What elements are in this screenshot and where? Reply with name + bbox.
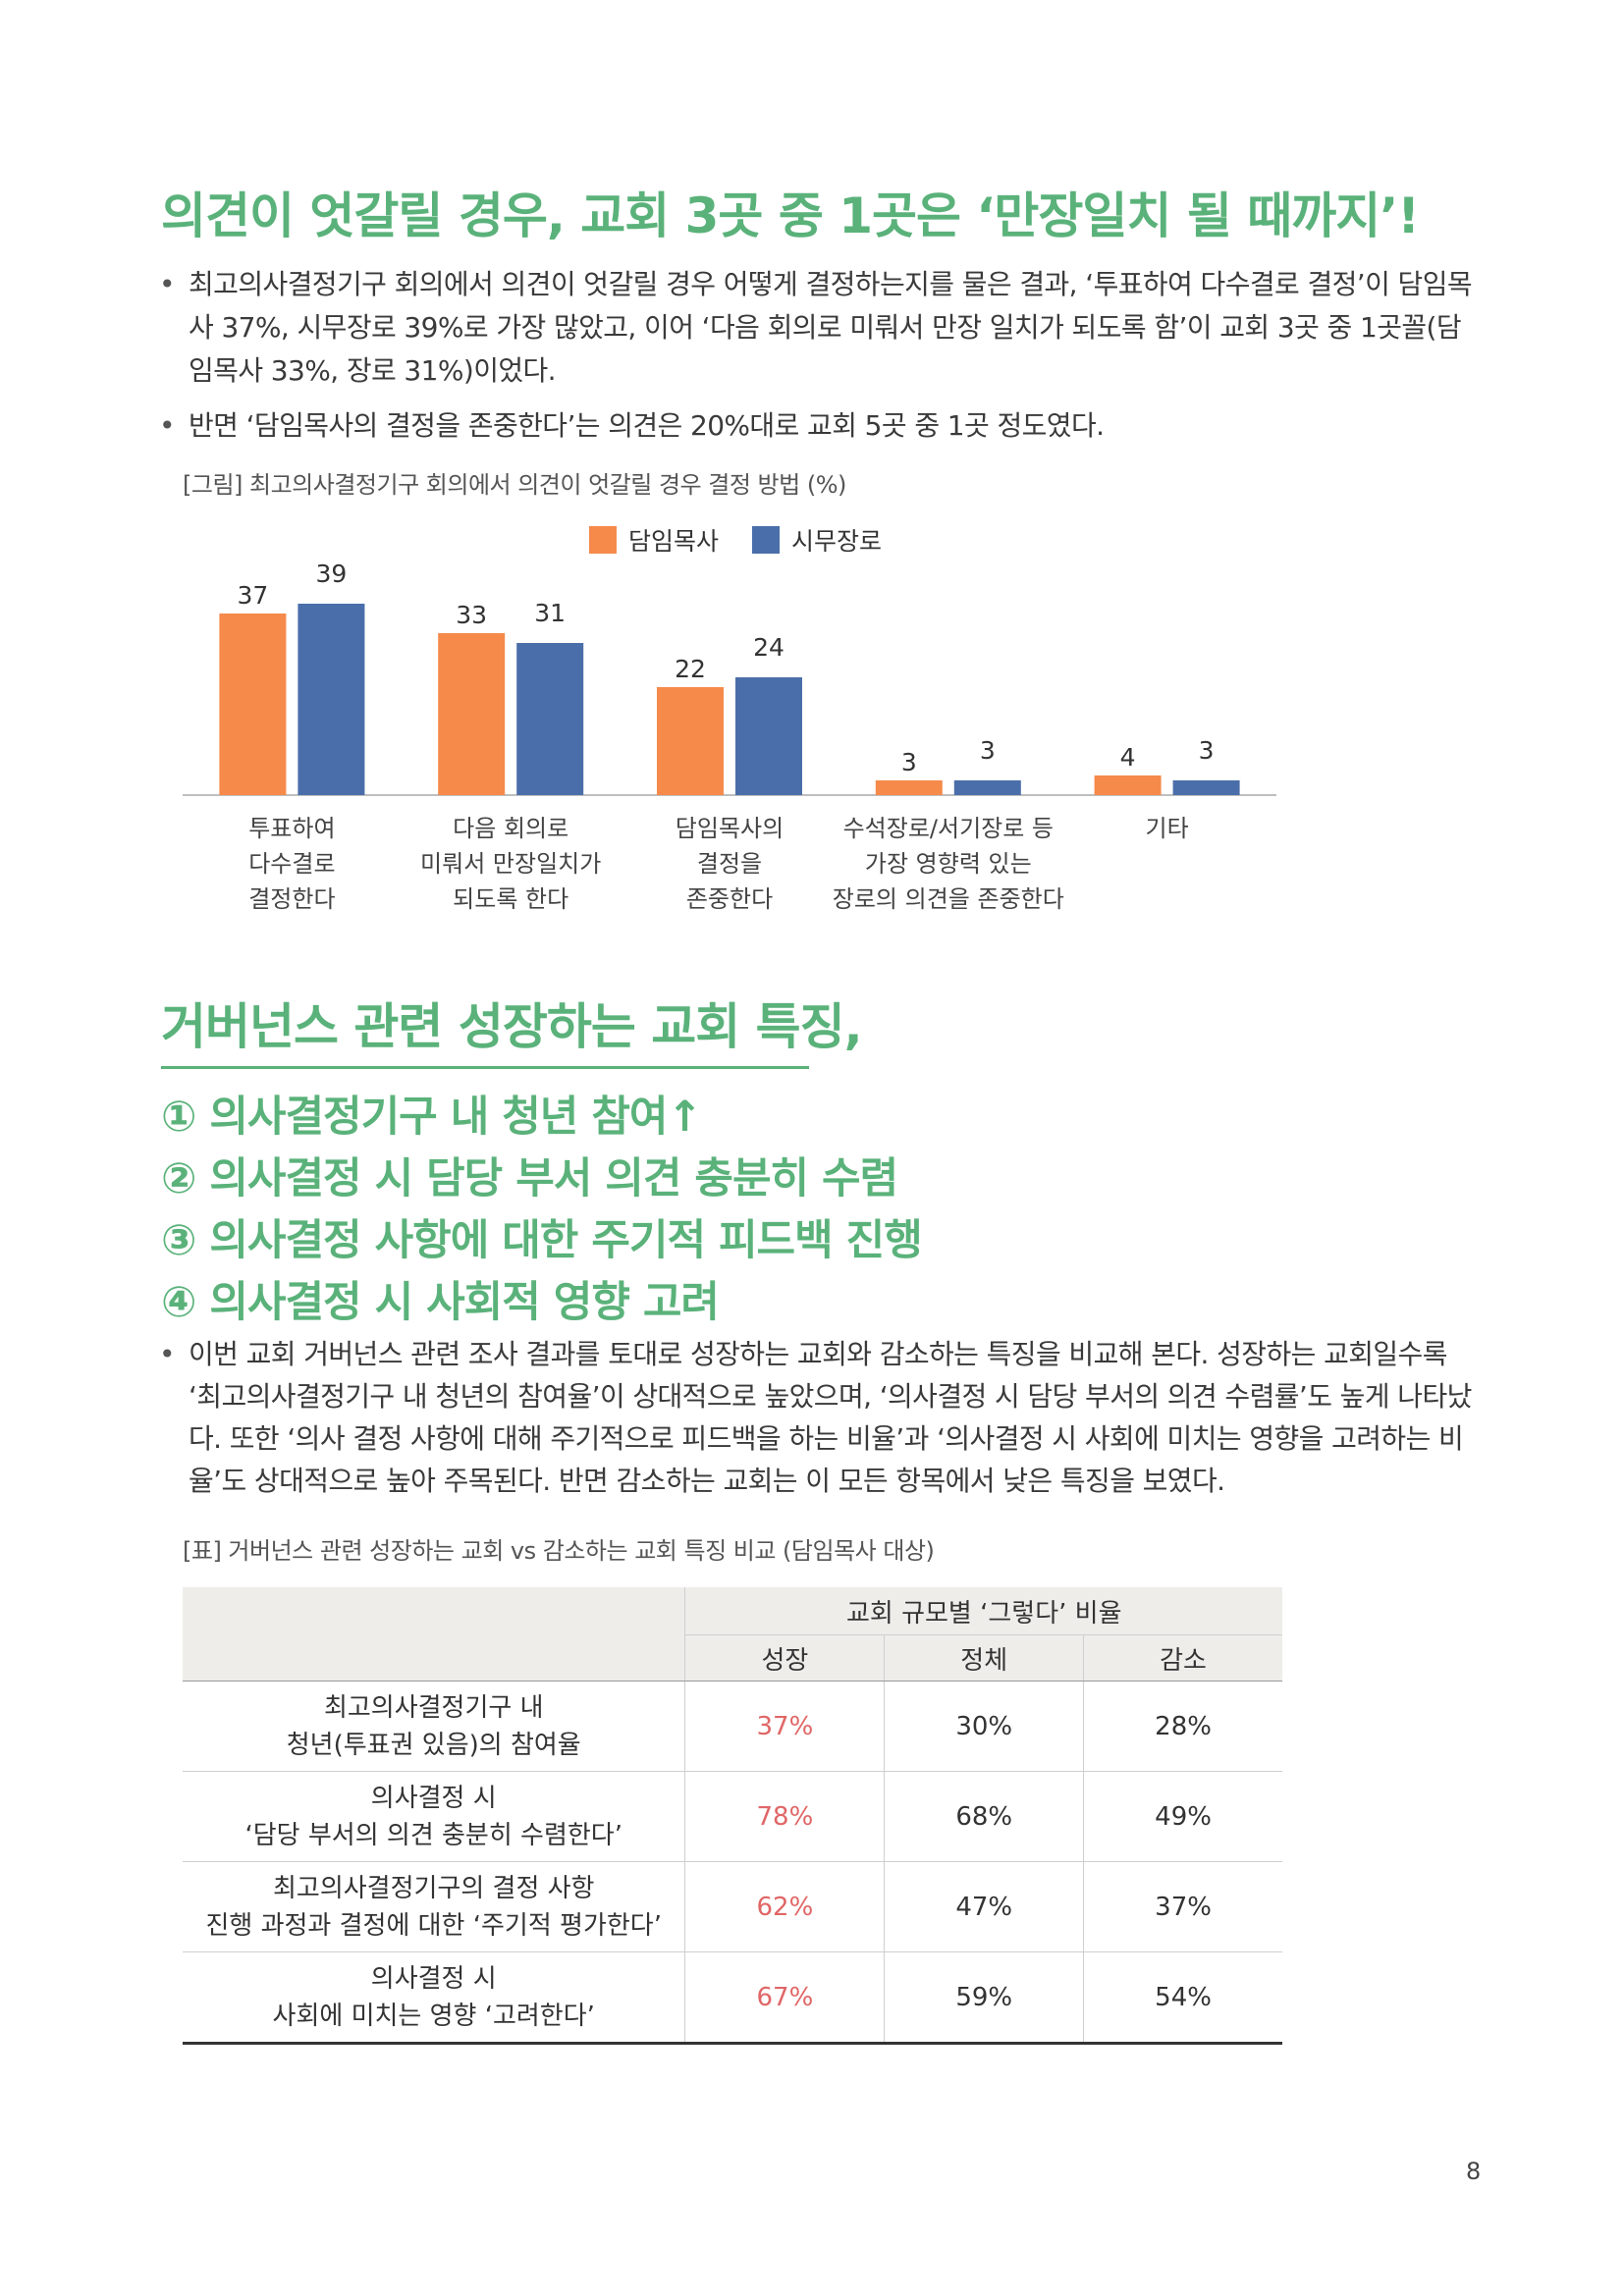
x-tick-label-2: 담임목사의 결정을 존중한다: [675, 815, 784, 913]
legend-item-0: 담임목사: [589, 522, 719, 558]
feature-item-4: ④ 의사결정 시 사회적 영향 고려: [161, 1278, 720, 1327]
data-label-시무장로-1: 31: [534, 599, 566, 627]
legend-swatch-0: [589, 526, 617, 554]
row-label: 의사결정 시 사회에 미치는 영향 ‘고려한다’: [183, 1951, 685, 2045]
feature-item-2: ② 의사결정 시 담당 부서 의견 충분히 수렴: [161, 1154, 898, 1203]
legend-label-0: 담임목사: [628, 527, 720, 556]
bar-담임목사-3: [875, 780, 943, 795]
data-label-담임목사-4: 4: [1120, 743, 1136, 772]
bar-담임목사-0: [219, 614, 287, 795]
feature-item-1: ① 의사결정기구 내 청년 참여↑: [161, 1093, 702, 1142]
x-tick-label-0: 투표하여 다수결로 결정한다: [248, 815, 336, 913]
legend-swatch-1: [751, 526, 780, 554]
cell-growth: 67%: [684, 1951, 885, 2045]
table-header-row-1: 교회 규모별 ‘그렇다’ 비율: [183, 1587, 1282, 1682]
cell-stagnant: 68%: [884, 1771, 1084, 1862]
table-col-header: 정체: [884, 1634, 1084, 1682]
cell-growth: 62%: [684, 1861, 885, 1952]
page-number: 8: [1466, 2158, 1482, 2185]
x-tick-label-4: 기타: [1145, 815, 1189, 842]
data-label-담임목사-1: 33: [456, 601, 487, 629]
section1-bullets: 최고의사결정기구 회의에서 의견이 엇갈릴 경우 어떻게 결정하는지를 물은 결…: [159, 263, 1485, 459]
section2-heading: 거버넌스 관련 성장하는 교회 특징, ① 의사결정기구 내 청년 참여↑ ② …: [161, 988, 923, 1334]
row-label: 의사결정 시 ‘담당 부서의 의견 충분히 수렴한다’: [183, 1771, 685, 1862]
bar-시무장로-0: [298, 604, 365, 795]
table-corner-cell: [183, 1587, 685, 1682]
bullet-item: 반면 ‘담임목사의 결정을 존중한다’는 의견은 20%대로 교회 5곳 중 1…: [159, 404, 1485, 448]
cell-stagnant: 47%: [884, 1861, 1084, 1952]
bullet-item: 최고의사결정기구 회의에서 의견이 엇갈릴 경우 어떻게 결정하는지를 물은 결…: [159, 263, 1485, 393]
cell-decline: 37%: [1083, 1861, 1282, 1952]
cell-growth: 37%: [684, 1681, 885, 1772]
table-row: 최고의사결정기구 내 청년(투표권 있음)의 참여율 37% 30% 28%: [183, 1681, 1282, 1772]
bar-시무장로-3: [953, 780, 1021, 795]
bar-담임목사-4: [1094, 775, 1162, 795]
table-group-header: 교회 규모별 ‘그렇다’ 비율: [684, 1587, 1282, 1635]
comparison-table: 교회 규모별 ‘그렇다’ 비율 성장 정체 감소 최고의사결정기구 내 청년(투…: [183, 1587, 1282, 2045]
table-col-header: 감소: [1083, 1634, 1282, 1682]
cell-decline: 28%: [1083, 1681, 1282, 1772]
data-label-시무장로-2: 24: [753, 633, 784, 662]
section1-title: 의견이 엇갈릴 경우, 교회 3곳 중 1곳은 ‘만장일치 될 때까지’!: [161, 187, 1420, 244]
cell-decline: 54%: [1083, 1951, 1282, 2045]
data-label-시무장로-3: 3: [980, 736, 996, 765]
x-tick-label-3: 수석장로/서기장로 등 가장 영향력 있는 장로의 의견을 존중한다: [832, 815, 1064, 913]
legend-label-1: 시무장로: [790, 527, 882, 556]
bar-시무장로-2: [735, 677, 802, 795]
figure-caption: [그림] 최고의사결정기구 회의에서 의견이 엇갈릴 경우 결정 방법 (%): [183, 471, 846, 499]
data-label-담임목사-2: 22: [675, 655, 706, 683]
data-label-시무장로-4: 3: [1199, 736, 1215, 765]
data-label-시무장로-0: 39: [315, 560, 347, 588]
section2-bullets: 이번 교회 거버넌스 관련 조사 결과를 토대로 성장하는 교회와 감소하는 특…: [159, 1333, 1485, 1514]
table-caption: [표] 거버넌스 관련 성장하는 교회 vs 감소하는 교회 특징 비교 (담임…: [183, 1537, 935, 1565]
table-row: 최고의사결정기구의 결정 사항 진행 과정과 결정에 대한 ‘주기적 평가한다’…: [183, 1861, 1282, 1952]
bar-담임목사-2: [657, 687, 724, 795]
section2-title: 거버넌스 관련 성장하는 교회 특징,: [161, 988, 863, 1069]
cell-stagnant: 30%: [884, 1681, 1084, 1772]
table-row: 의사결정 시 사회에 미치는 영향 ‘고려한다’ 67% 59% 54%: [183, 1951, 1282, 2045]
chart-legend: 담임목사 시무장로: [589, 522, 907, 560]
cell-decline: 49%: [1083, 1771, 1282, 1862]
bullet-item: 이번 교회 거버넌스 관련 조사 결과를 토대로 성장하는 교회와 감소하는 특…: [159, 1333, 1485, 1502]
cell-growth: 78%: [684, 1771, 885, 1862]
bar-시무장로-1: [516, 643, 584, 795]
table-row: 의사결정 시 ‘담당 부서의 의견 충분히 수렴한다’ 78% 68% 49%: [183, 1771, 1282, 1862]
row-label: 최고의사결정기구 내 청년(투표권 있음)의 참여율: [183, 1681, 685, 1772]
feature-item-3: ③ 의사결정 사항에 대한 주기적 피드백 진행: [161, 1216, 923, 1265]
data-label-담임목사-0: 37: [237, 581, 268, 610]
row-label: 최고의사결정기구의 결정 사항 진행 과정과 결정에 대한 ‘주기적 평가한다’: [183, 1861, 685, 1952]
table-header-row-2: 성장 정체 감소: [183, 1634, 1282, 1682]
legend-item-1: 시무장로: [751, 522, 882, 558]
section2-feature-list: ① 의사결정기구 내 청년 참여↑ ② 의사결정 시 담당 부서 의견 충분히 …: [161, 1087, 923, 1334]
table-col-header: 성장: [684, 1634, 885, 1682]
x-tick-label-1: 다음 회의로 미뤄서 만장일치가 되도록 한다: [420, 815, 602, 913]
cell-stagnant: 59%: [884, 1951, 1084, 2045]
bar-시무장로-4: [1172, 780, 1240, 795]
bar-담임목사-1: [438, 633, 506, 795]
data-label-담임목사-3: 3: [901, 748, 917, 776]
